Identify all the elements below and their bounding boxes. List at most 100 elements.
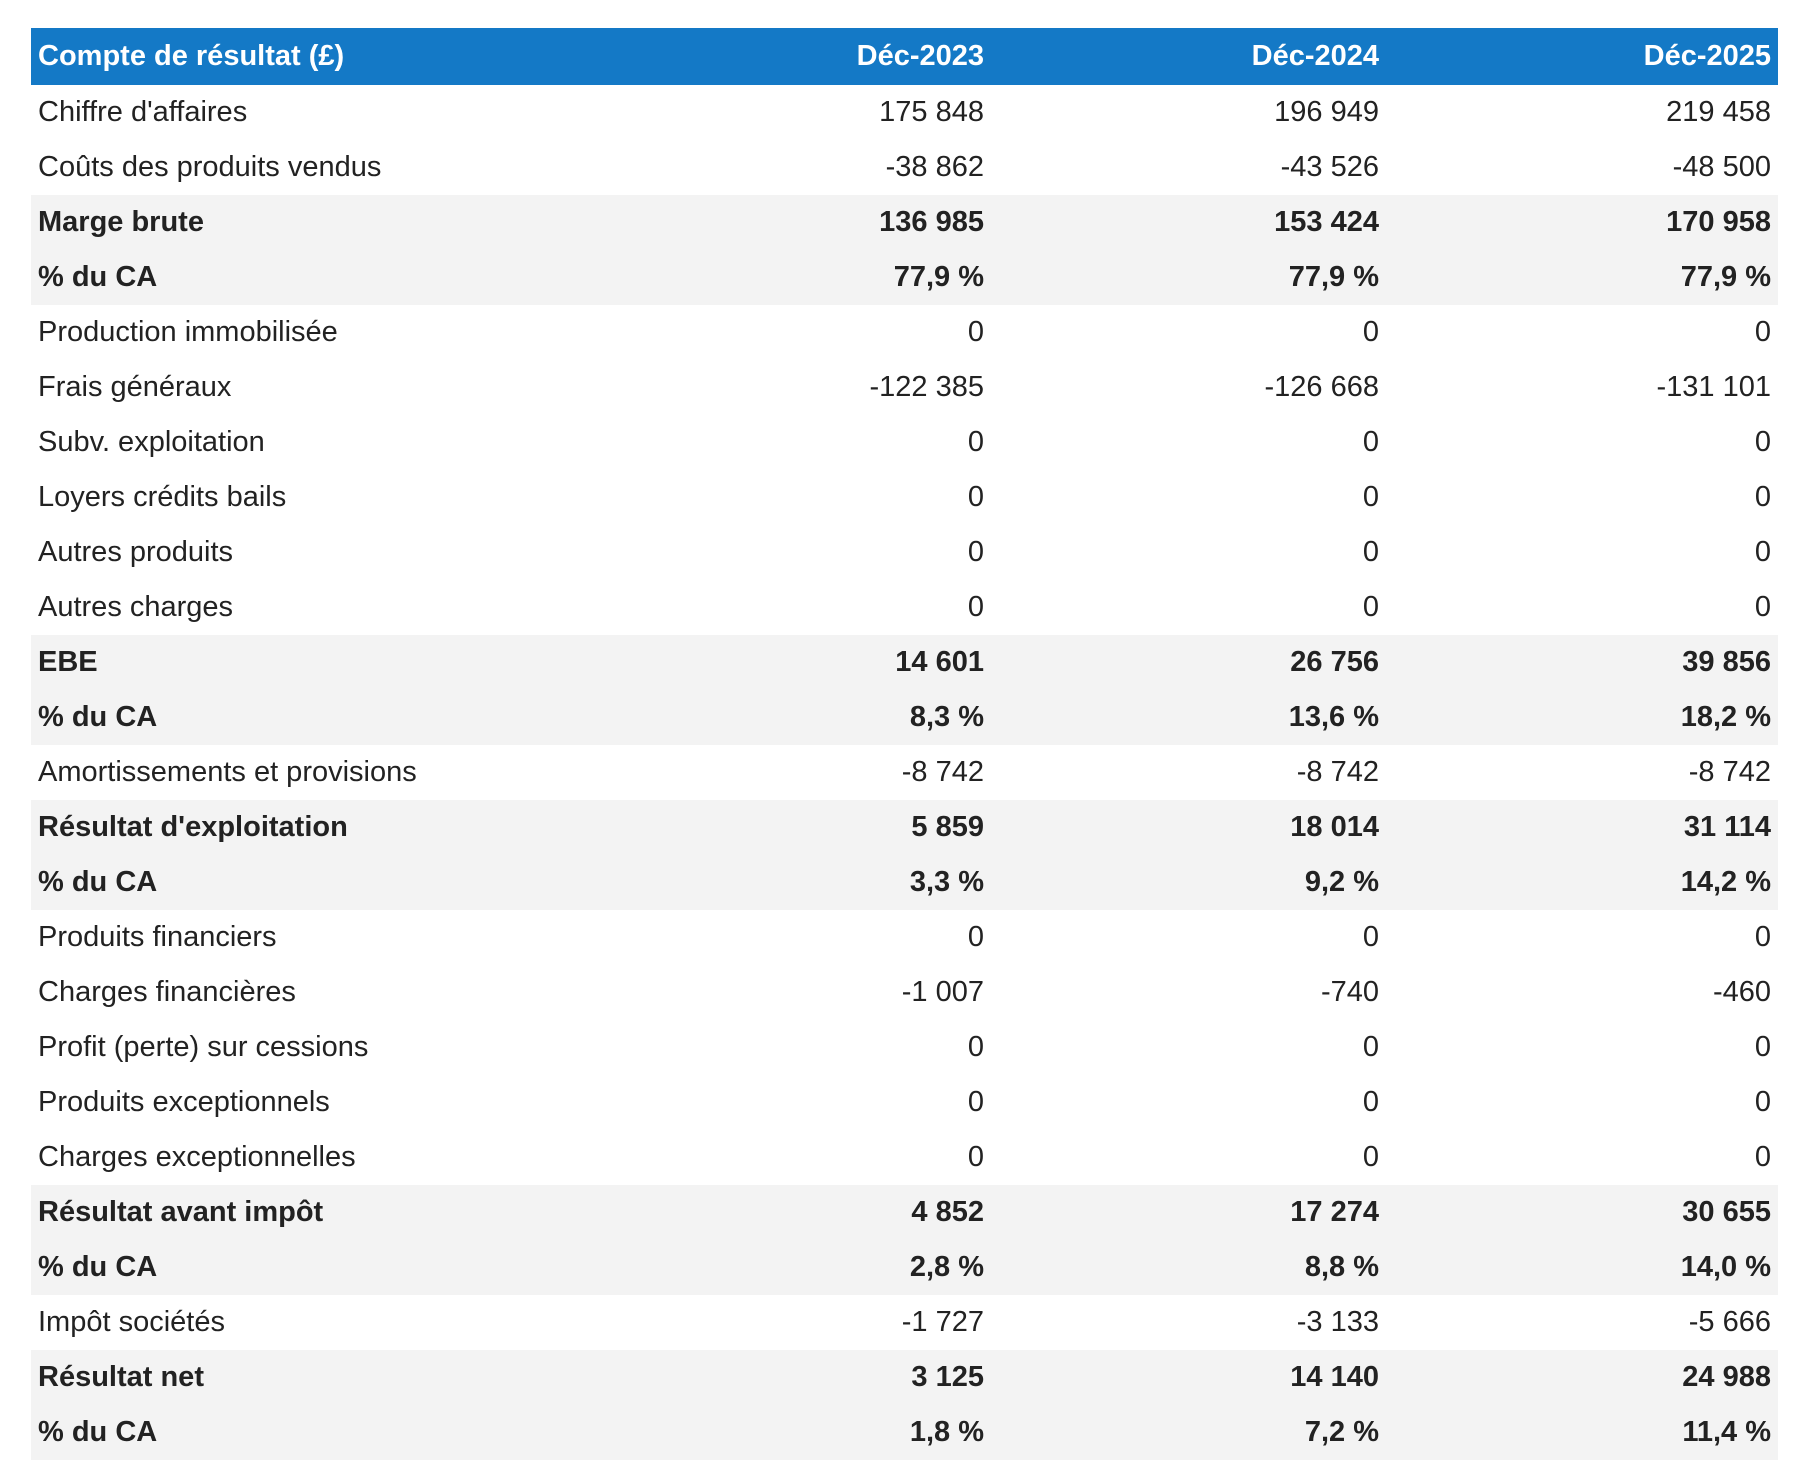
value-cell: 26 756 xyxy=(1290,646,1379,678)
table-row: Production immobilisée 0 0 0 xyxy=(31,305,1778,360)
value-cell: 2,8 % xyxy=(909,1251,984,1283)
value-cell: 14 140 xyxy=(1290,1361,1379,1393)
value-cell: -43 526 xyxy=(1280,151,1379,183)
table-row: Marge brute 136 985 153 424 170 958 xyxy=(31,195,1778,250)
table-row: Résultat avant impôt 4 852 17 274 30 655 xyxy=(31,1185,1778,1240)
value-cell: 9,2 % xyxy=(1304,866,1379,898)
table-row: Charges financières -1 007 -740 -460 xyxy=(31,965,1778,1020)
row-label: Charges financières xyxy=(38,976,296,1008)
value-cell: 18 014 xyxy=(1290,811,1379,843)
value-cell: 0 xyxy=(1362,316,1379,348)
row-label: Loyers crédits bails xyxy=(38,481,287,513)
value-cell: 18,2 % xyxy=(1680,701,1771,733)
value-cell: 0 xyxy=(1754,1031,1771,1063)
value-cell: 219 458 xyxy=(1666,96,1771,128)
table-row: EBE 14 601 26 756 39 856 xyxy=(31,635,1778,690)
value-cell: 0 xyxy=(1754,481,1771,513)
value-cell: 0 xyxy=(967,316,984,348)
table-row: Impôt sociétés -1 727 -3 133 -5 666 xyxy=(31,1295,1778,1350)
income-statement: Compte de résultat (£) Déc-2023 Déc-2024 Dé… xyxy=(31,28,1778,1460)
value-cell: 0 xyxy=(1362,1141,1379,1173)
row-label: % du CA xyxy=(38,1251,158,1283)
row-label: Chiffre d'affaires xyxy=(38,96,248,128)
table-row: Loyers crédits bails 0 0 0 xyxy=(31,470,1778,525)
value-cell: -740 xyxy=(1320,976,1379,1008)
value-cell: -48 500 xyxy=(1672,151,1771,183)
value-cell: 77,9 % xyxy=(1288,261,1379,293)
value-cell: -5 666 xyxy=(1688,1306,1771,1338)
value-cell: 0 xyxy=(967,921,984,953)
value-cell: 0 xyxy=(1362,426,1379,458)
value-cell: 3,3 % xyxy=(909,866,984,898)
row-label: Coûts des produits vendus xyxy=(38,151,382,183)
table-row: Produits exceptionnels 0 0 0 xyxy=(31,1075,1778,1130)
table-row: Résultat d'exploitation 5 859 18 014 31 114 xyxy=(31,800,1778,855)
row-label: Charges exceptionnelles xyxy=(38,1141,356,1173)
table-row: % du CA 8,3 % 13,6 % 18,2 % xyxy=(31,690,1778,745)
value-cell: 24 988 xyxy=(1682,1361,1771,1393)
value-cell: -1 007 xyxy=(901,976,984,1008)
value-cell: 136 985 xyxy=(879,206,984,238)
table-row: Coûts des produits vendus -38 862 -43 526 -… xyxy=(31,140,1778,195)
row-label: Autres charges xyxy=(38,591,234,623)
table-body: Chiffre d'affaires 175 848 196 949 219 458 C… xyxy=(31,85,1778,1460)
table-row: % du CA 3,3 % 9,2 % 14,2 % xyxy=(31,855,1778,910)
row-label: Résultat net xyxy=(38,1361,204,1393)
row-label: Frais généraux xyxy=(38,371,232,403)
row-label: Impôt sociétés xyxy=(38,1306,225,1338)
row-label: Résultat avant impôt xyxy=(38,1196,324,1228)
table-row: Résultat net 3 125 14 140 24 988 xyxy=(31,1350,1778,1405)
value-cell: 5 859 xyxy=(911,811,984,843)
row-label: % du CA xyxy=(38,701,158,733)
row-label: % du CA xyxy=(38,866,158,898)
value-cell: 4 852 xyxy=(911,1196,984,1228)
table-row: Profit (perte) sur cessions 0 0 0 xyxy=(31,1020,1778,1075)
value-cell: 0 xyxy=(1362,921,1379,953)
row-label: Subv. exploitation xyxy=(38,426,265,458)
row-label: Autres produits xyxy=(38,536,234,568)
column-header: Déc-2024 xyxy=(1251,40,1379,72)
value-cell: -38 862 xyxy=(885,151,984,183)
row-label: Résultat d'exploitation xyxy=(38,811,348,843)
value-cell: -8 742 xyxy=(1296,756,1379,788)
value-cell: 77,9 % xyxy=(1680,261,1771,293)
row-label: % du CA xyxy=(38,1416,158,1448)
value-cell: 0 xyxy=(1754,921,1771,953)
value-cell: -122 385 xyxy=(869,371,985,403)
row-label: Marge brute xyxy=(38,206,204,238)
value-cell: 0 xyxy=(1754,1086,1771,1118)
value-cell: 0 xyxy=(967,536,984,568)
value-cell: 0 xyxy=(1754,426,1771,458)
column-header: Déc-2023 xyxy=(856,40,984,72)
value-cell: 0 xyxy=(1362,481,1379,513)
table-row: % du CA 2,8 % 8,8 % 14,0 % xyxy=(31,1240,1778,1295)
table-row: % du CA 1,8 % 7,2 % 11,4 % xyxy=(31,1405,1778,1460)
column-header: Déc-2025 xyxy=(1643,40,1771,72)
table-row: Autres charges 0 0 0 xyxy=(31,580,1778,635)
row-label: Profit (perte) sur cessions xyxy=(38,1031,369,1063)
value-cell: -1 727 xyxy=(901,1306,984,1338)
value-cell: 11,4 % xyxy=(1682,1416,1771,1448)
value-cell: 17 274 xyxy=(1290,1196,1379,1228)
value-cell: 14 601 xyxy=(895,646,984,678)
table-title: Compte de résultat (£) xyxy=(38,40,345,72)
table-row: Subv. exploitation 0 0 0 xyxy=(31,415,1778,470)
value-cell: -131 101 xyxy=(1656,371,1772,403)
value-cell: 0 xyxy=(967,1086,984,1118)
table-row: Produits financiers 0 0 0 xyxy=(31,910,1778,965)
value-cell: 14,2 % xyxy=(1680,866,1771,898)
value-cell: 153 424 xyxy=(1274,206,1379,238)
row-label: Produits exceptionnels xyxy=(38,1086,330,1118)
value-cell: 0 xyxy=(1754,536,1771,568)
value-cell: 0 xyxy=(1362,1031,1379,1063)
value-cell: 13,6 % xyxy=(1288,701,1379,733)
row-label: Amortissements et provisions xyxy=(38,756,417,788)
value-cell: 0 xyxy=(967,426,984,458)
value-cell: -126 668 xyxy=(1264,371,1380,403)
value-cell: 3 125 xyxy=(911,1361,984,1393)
value-cell: 31 114 xyxy=(1683,811,1771,843)
value-cell: 14,0 % xyxy=(1680,1251,1771,1283)
value-cell: 0 xyxy=(1754,1141,1771,1173)
value-cell: 77,9 % xyxy=(893,261,984,293)
